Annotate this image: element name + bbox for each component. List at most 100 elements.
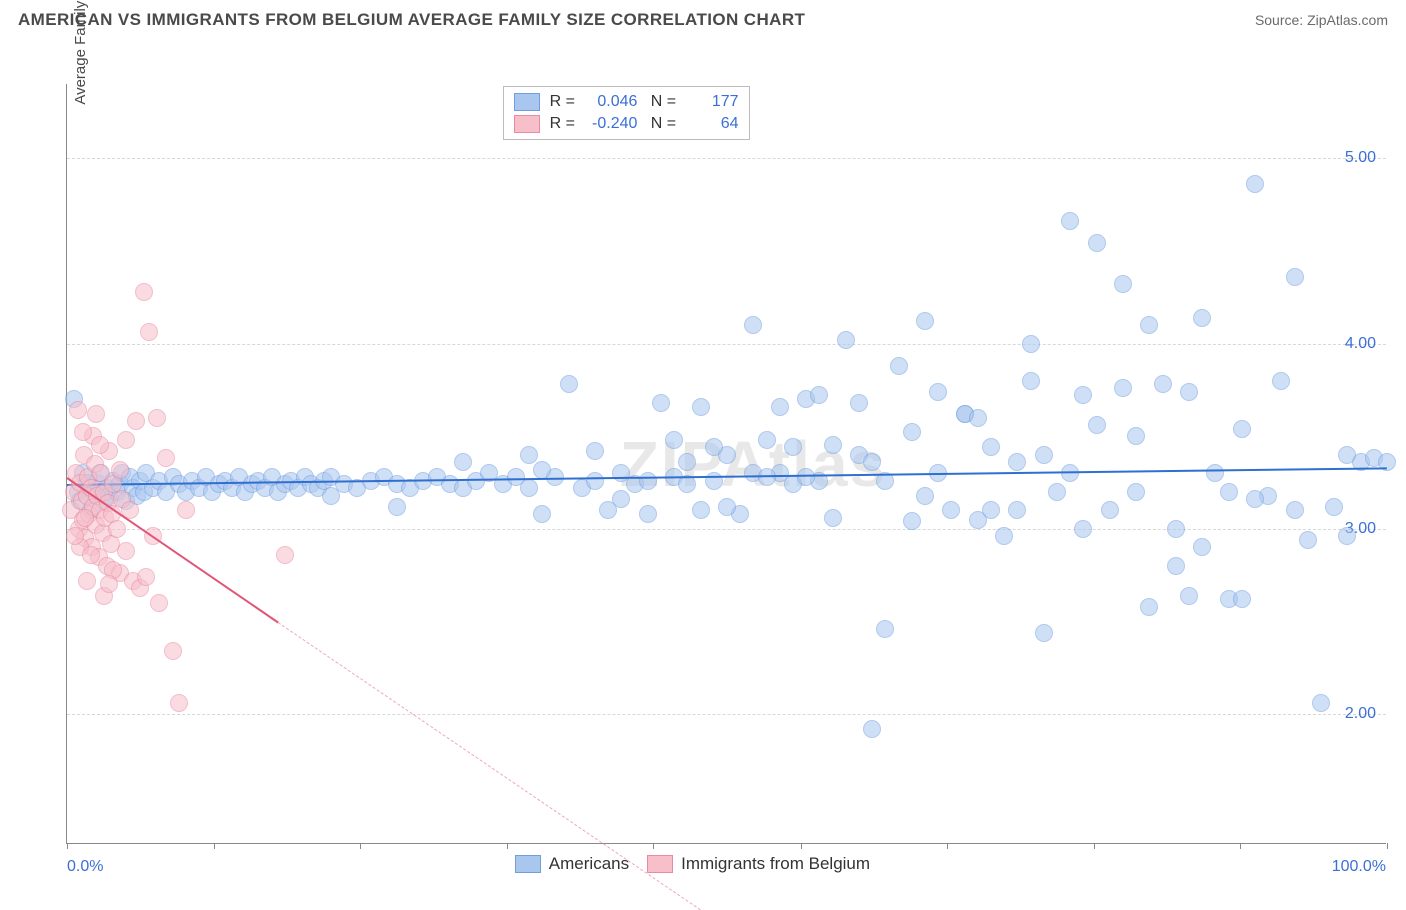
scatter-point	[177, 501, 195, 519]
scatter-point	[100, 575, 118, 593]
scatter-point	[170, 694, 188, 712]
scatter-point	[1246, 490, 1264, 508]
scatter-point	[1140, 316, 1158, 334]
ytick-label: 2.00	[1345, 705, 1376, 723]
legend-stats: R = -0.240 N = 64	[550, 115, 739, 133]
scatter-point	[1286, 501, 1304, 519]
scatter-point	[1008, 501, 1026, 519]
xlimit-max: 100.0%	[1332, 858, 1386, 876]
legend-row: R = -0.240 N = 64	[514, 113, 739, 135]
xtick	[1240, 843, 1241, 849]
scatter-point	[117, 431, 135, 449]
scatter-point	[87, 405, 105, 423]
scatter-point	[612, 490, 630, 508]
plot-region: ZIPAtlas R = 0.046 N = 177R = -0.240 N =…	[66, 84, 1386, 844]
scatter-point	[1299, 531, 1317, 549]
scatter-point	[692, 501, 710, 519]
scatter-point	[639, 505, 657, 523]
scatter-point	[520, 446, 538, 464]
scatter-point	[916, 312, 934, 330]
xtick	[214, 843, 215, 849]
scatter-point	[1074, 386, 1092, 404]
scatter-point	[1206, 464, 1224, 482]
scatter-point	[758, 431, 776, 449]
scatter-point	[1035, 446, 1053, 464]
scatter-point	[705, 472, 723, 490]
legend-row: R = 0.046 N = 177	[514, 91, 739, 113]
scatter-point	[148, 409, 166, 427]
scatter-point	[560, 375, 578, 393]
scatter-point	[876, 620, 894, 638]
scatter-point	[1022, 335, 1040, 353]
scatter-point	[157, 449, 175, 467]
legend-swatch	[647, 855, 673, 873]
scatter-point	[1312, 694, 1330, 712]
scatter-point	[705, 438, 723, 456]
scatter-point	[678, 453, 696, 471]
scatter-point	[78, 572, 96, 590]
xtick	[1387, 843, 1388, 849]
scatter-point	[995, 527, 1013, 545]
scatter-point	[108, 520, 126, 538]
scatter-point	[586, 472, 604, 490]
xtick	[801, 843, 802, 849]
scatter-point	[322, 487, 340, 505]
scatter-point	[1286, 268, 1304, 286]
scatter-point	[1061, 212, 1079, 230]
scatter-point	[1048, 483, 1066, 501]
scatter-point	[82, 546, 100, 564]
scatter-point	[837, 331, 855, 349]
source-name: ZipAtlas.com	[1307, 12, 1388, 28]
chart-title: AMERICAN VS IMMIGRANTS FROM BELGIUM AVER…	[18, 10, 805, 30]
scatter-point	[810, 386, 828, 404]
scatter-point	[1193, 309, 1211, 327]
legend-swatch	[515, 855, 541, 873]
scatter-point	[744, 316, 762, 334]
ytick-label: 4.00	[1345, 335, 1376, 353]
scatter-point	[903, 423, 921, 441]
xtick	[947, 843, 948, 849]
scatter-point	[1338, 446, 1356, 464]
scatter-point	[1246, 175, 1264, 193]
scatter-point	[1154, 375, 1172, 393]
scatter-point	[942, 501, 960, 519]
scatter-point	[797, 468, 815, 486]
scatter-point	[1127, 483, 1145, 501]
scatter-point	[164, 642, 182, 660]
scatter-point	[1272, 372, 1290, 390]
legend-stats: R = 0.046 N = 177	[550, 93, 739, 111]
xtick	[1094, 843, 1095, 849]
scatter-point	[1114, 379, 1132, 397]
scatter-point	[76, 509, 94, 527]
xtick	[653, 843, 654, 849]
scatter-point	[135, 283, 153, 301]
xtick	[67, 843, 68, 849]
scatter-point	[1008, 453, 1026, 471]
gridline	[67, 158, 1386, 159]
scatter-point	[91, 436, 109, 454]
scatter-point	[929, 383, 947, 401]
gridline	[67, 714, 1386, 715]
scatter-point	[388, 498, 406, 516]
xtick	[360, 843, 361, 849]
series-legend-label: Immigrants from Belgium	[681, 854, 870, 874]
scatter-point	[1101, 501, 1119, 519]
scatter-point	[1338, 527, 1356, 545]
xlimit-min: 0.0%	[67, 858, 103, 876]
xtick	[507, 843, 508, 849]
scatter-point	[1180, 587, 1198, 605]
scatter-point	[1220, 483, 1238, 501]
scatter-point	[140, 323, 158, 341]
scatter-point	[1074, 520, 1092, 538]
scatter-point	[117, 542, 135, 560]
series-legend-item: Immigrants from Belgium	[647, 854, 870, 874]
scatter-point	[824, 436, 842, 454]
scatter-point	[863, 453, 881, 471]
scatter-point	[276, 546, 294, 564]
scatter-point	[903, 512, 921, 530]
legend-swatch	[514, 115, 540, 133]
scatter-point	[1127, 427, 1145, 445]
scatter-point	[890, 357, 908, 375]
scatter-point	[982, 438, 1000, 456]
scatter-point	[533, 461, 551, 479]
